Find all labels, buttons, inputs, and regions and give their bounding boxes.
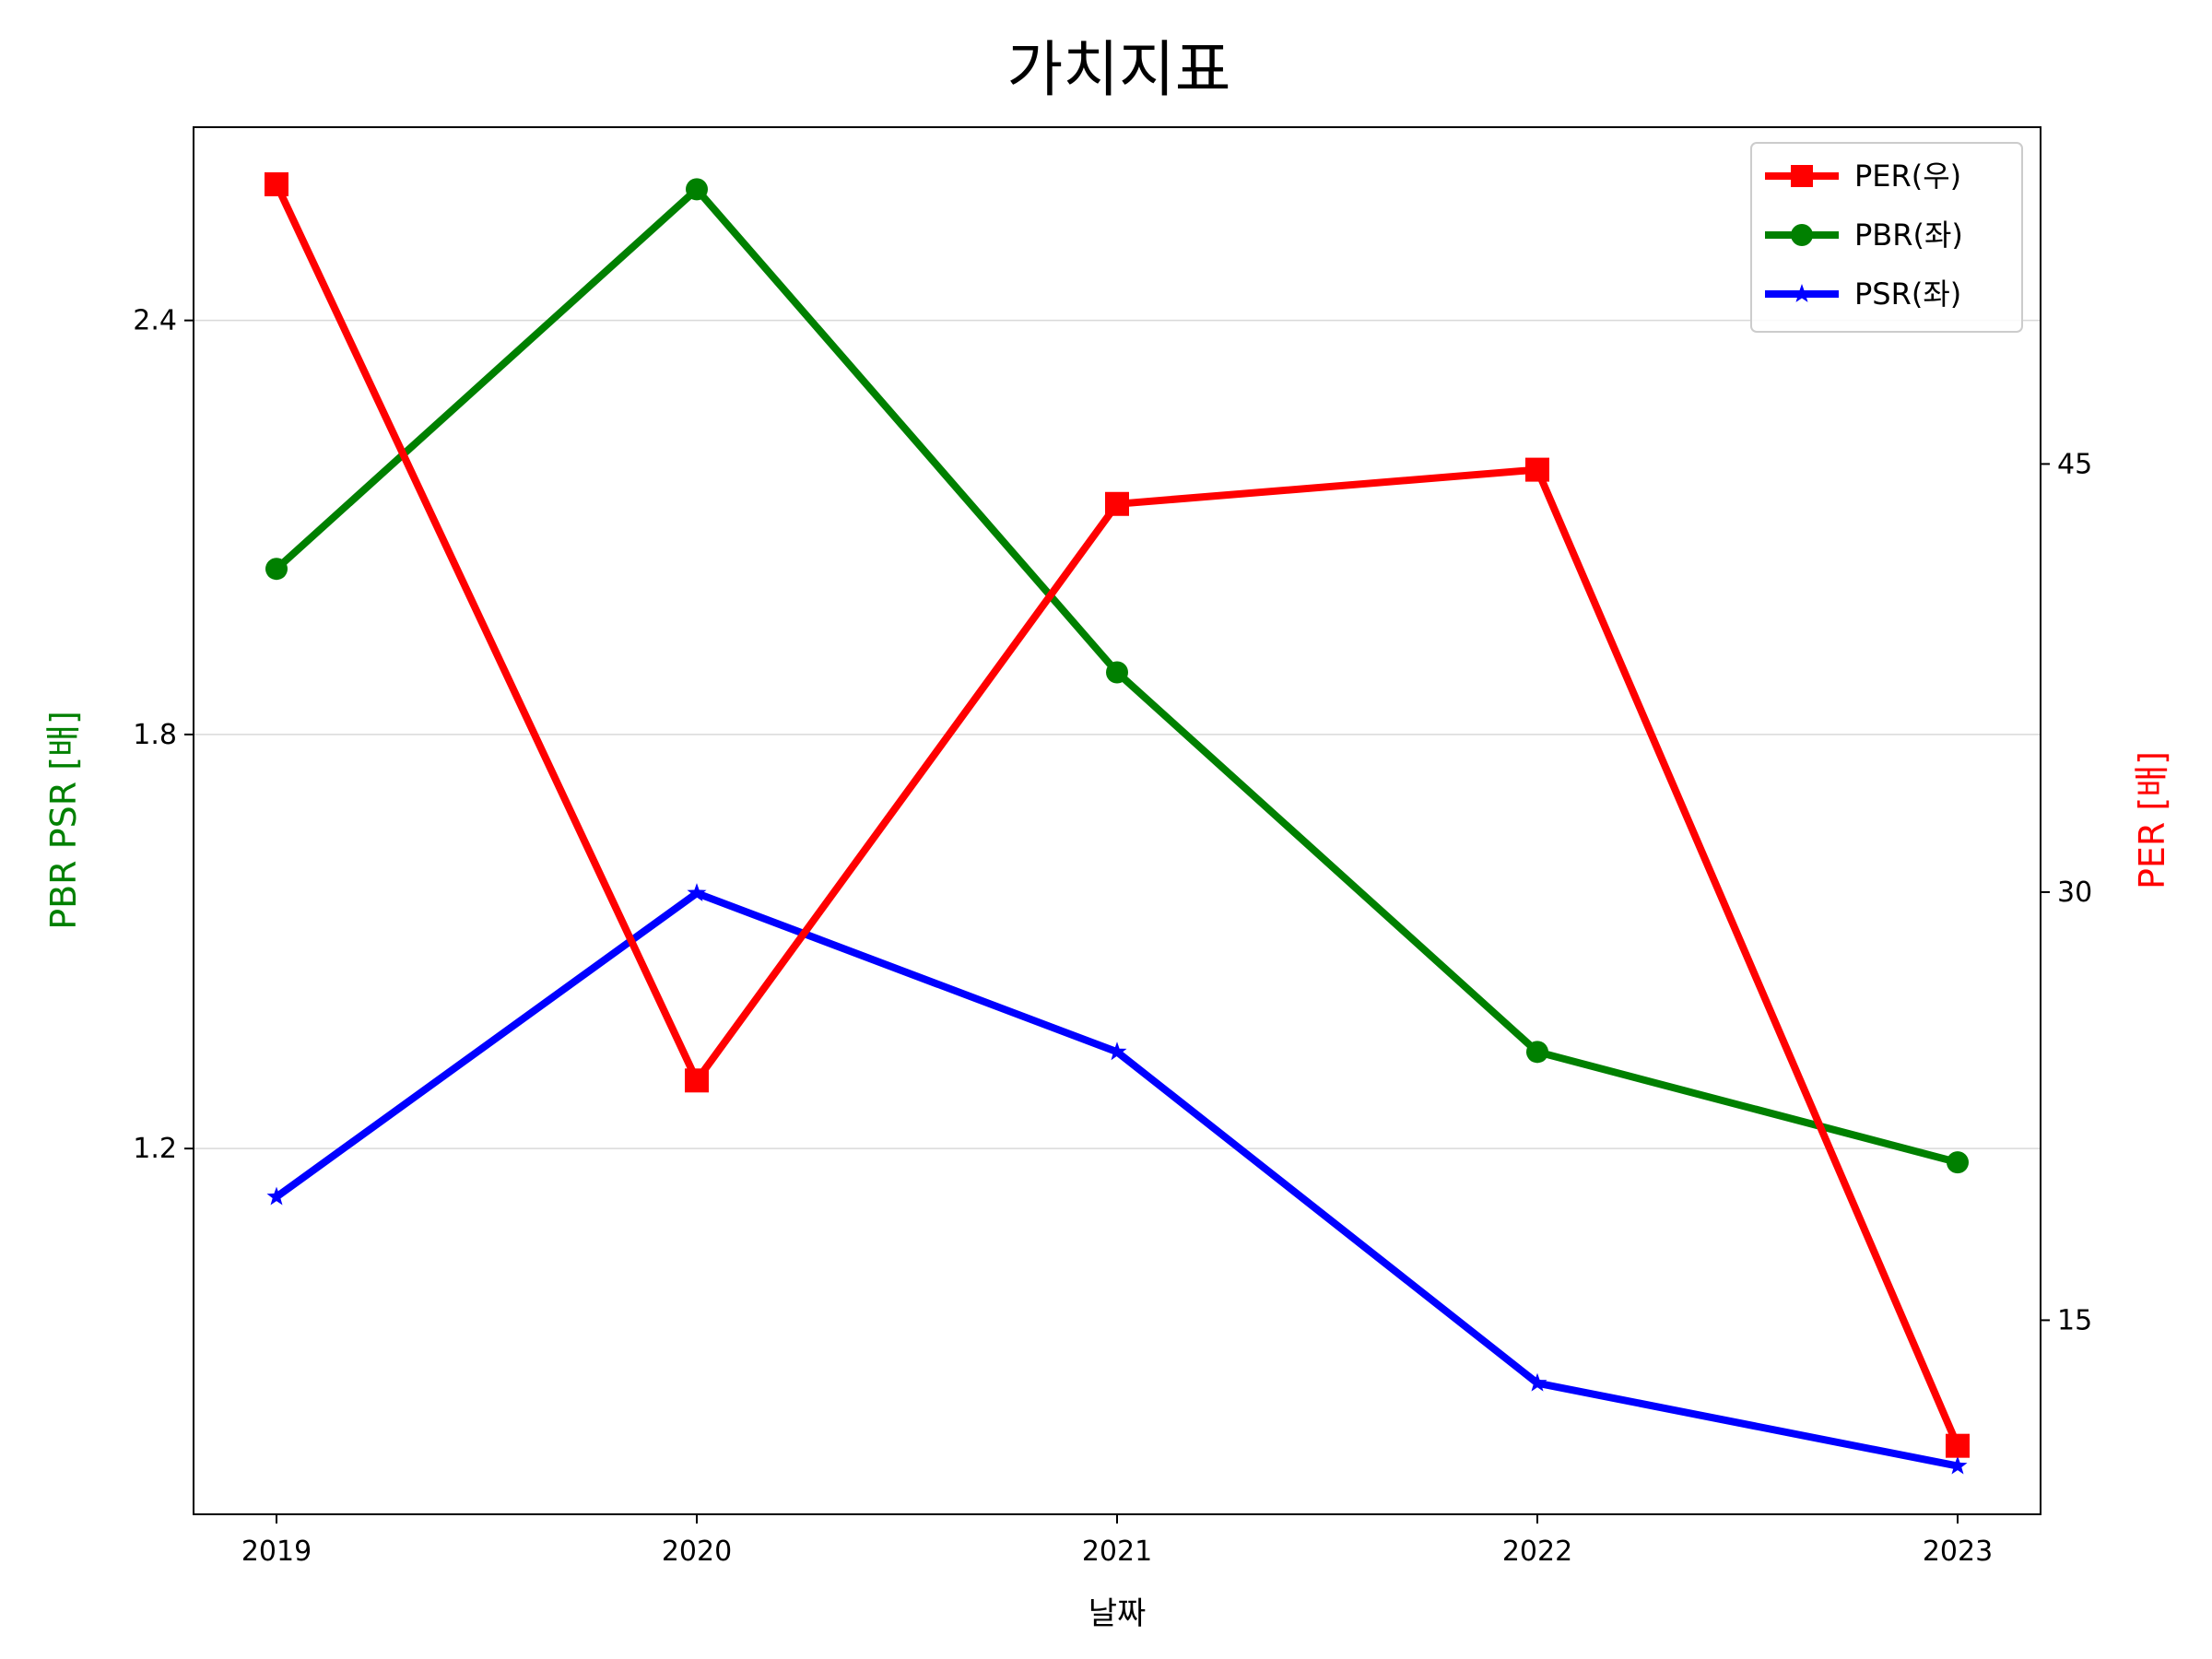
legend-marker [1791, 224, 1813, 246]
legend-box [1750, 142, 2023, 333]
x-tick-label: 2022 [1502, 1535, 1572, 1568]
y-axis-right-label: PER [배] [2132, 751, 2172, 889]
legend-label: PBR(좌) [1854, 218, 1963, 253]
grid [194, 319, 2041, 1149]
data-point-psr [1527, 1372, 1547, 1392]
data-point-psr [1107, 1041, 1127, 1061]
y-axis-left-label: PBR PSR [배] [43, 711, 84, 930]
series-psr [266, 883, 1968, 1475]
axes: 1.2 1.8 2.4 15 30 45 2019 2020 2021 2022 2023 [133, 305, 2092, 1568]
data-point-per [685, 1068, 709, 1093]
data-point-pbr [1526, 1041, 1548, 1064]
data-point-per [1946, 1433, 1970, 1458]
y-left-tick-label: 1.2 [133, 1133, 177, 1165]
y-right-tick-label: 30 [2057, 877, 2092, 909]
data-point-pbr [1106, 661, 1128, 684]
legend-label: PSR(좌) [1854, 276, 1961, 312]
data-point-per [1105, 491, 1129, 516]
data-point-pbr [1947, 1151, 1969, 1174]
y-right-tick-label: 45 [2057, 448, 2092, 480]
legend-marker [1791, 165, 1813, 187]
legend-label: PER(우) [1854, 159, 1961, 194]
x-tick-label: 2019 [241, 1535, 312, 1568]
data-point-psr [1947, 1455, 1968, 1475]
legend-item-pbr: PBR(좌) [1765, 218, 1963, 253]
y-left-tick-label: 2.4 [133, 305, 177, 337]
series-layer [265, 171, 1970, 1475]
data-point-per [265, 171, 288, 196]
legend-marker [1792, 284, 1812, 302]
y-left-tick-label: 1.8 [133, 719, 177, 751]
y-right-tick-label: 15 [2057, 1304, 2092, 1336]
x-axis-label: 날짜 [1088, 1595, 1147, 1632]
legend-item-per: PER(우) [1765, 159, 1961, 194]
x-tick-label: 2023 [1923, 1535, 1993, 1568]
data-point-pbr [686, 178, 708, 201]
series-pbr [265, 178, 1969, 1174]
legend-item-psr: PSR(좌) [1765, 276, 1961, 312]
x-tick-label: 2020 [662, 1535, 732, 1568]
data-point-pbr [265, 558, 288, 581]
series-per [265, 171, 1970, 1458]
data-point-per [1525, 457, 1549, 482]
data-point-psr [266, 1186, 287, 1206]
x-tick-label: 2021 [1082, 1535, 1152, 1568]
legend: PER(우) PBR(좌) PSR(좌) [1750, 142, 2023, 333]
data-point-psr [687, 883, 707, 901]
chart-title: 가치지표 [1007, 34, 1231, 105]
